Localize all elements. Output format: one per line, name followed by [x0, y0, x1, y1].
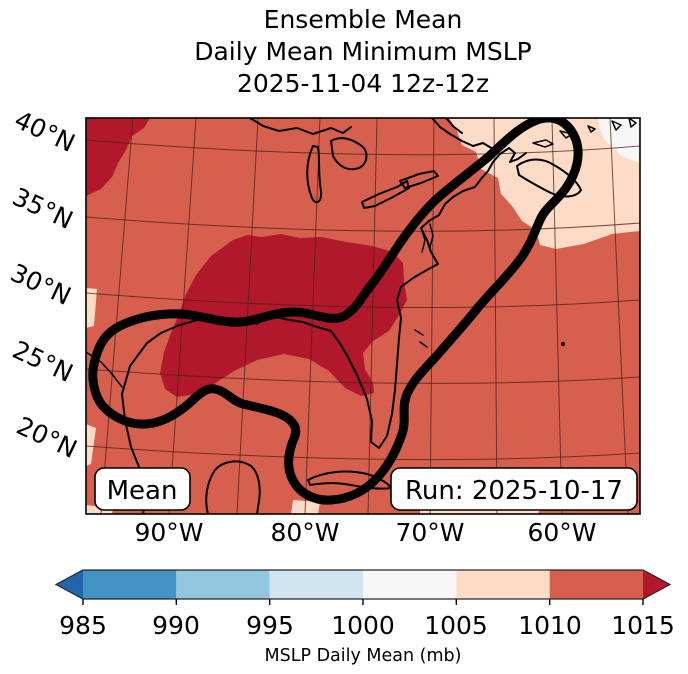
- coastline-st-lawrence: [431, 118, 494, 150]
- colorbar-tick-label-1000: 1000: [331, 611, 395, 640]
- lat-tick-label-25n: 25°N: [8, 335, 77, 388]
- lon-tick-label-60w: 60°W: [527, 518, 596, 547]
- field-1005-1010-west-strip-1: [86, 288, 97, 328]
- map-frame: [85, 117, 641, 515]
- lat-tick-label-40n: 40°N: [10, 105, 79, 158]
- map-plot: Mean Run: 2025-10-17: [86, 118, 640, 514]
- coastline-lake-huron: [330, 137, 368, 171]
- coastline-lake-erie: [361, 180, 410, 209]
- coastline-newfoundland-bits: [587, 118, 637, 133]
- coastline-lake-ontario: [399, 170, 439, 189]
- colorbar-under-arrow: [56, 570, 83, 599]
- colorbar-segment-990-995: [176, 570, 270, 599]
- mean-label-box: [94, 467, 191, 511]
- lat-tick-label-30n: 30°N: [6, 258, 75, 311]
- colorbar-label: MSLP Daily Mean (mb): [265, 646, 462, 666]
- figure-title-line3: 2025-11-04 12z-12z: [237, 69, 489, 98]
- bermuda-island: [561, 342, 565, 346]
- coastline-lake-michigan: [306, 145, 323, 204]
- colorbar-ticks: [82, 599, 644, 605]
- colorbar-tick-label-990: 990: [152, 611, 200, 640]
- run-label-box: [390, 467, 638, 511]
- mean-label: Mean: [107, 476, 178, 506]
- coastline-gulf-st-lawrence-islands: [532, 130, 573, 148]
- colorbar-segment-1010-1015: [549, 570, 643, 599]
- figure-title-line2: Daily Mean Minimum MSLP: [194, 37, 532, 66]
- field-1000-1005-corner: [598, 118, 640, 163]
- lat-tick-label-35n: 35°N: [8, 182, 77, 235]
- colorbar-segment-1005-1010: [456, 570, 550, 599]
- colorbar-tick-label-995: 995: [246, 611, 294, 640]
- coastline-bahamas: [414, 329, 428, 348]
- colorbar: 985 990 995 1000 1005 1010 1015 MSLP Dai…: [54, 569, 675, 666]
- colorbar-tick-label-1005: 1005: [424, 611, 488, 640]
- figure-title-line1: Ensemble Mean: [264, 5, 463, 34]
- coastline-chesapeake-inlets: [420, 223, 434, 253]
- coastline-lake-superior: [249, 118, 352, 135]
- coastline-gulf-atlantic: [121, 147, 527, 514]
- colorbar-segment-1000-1005: [363, 570, 457, 599]
- field-1005-1010-west-strip-2: [86, 424, 96, 466]
- field-gt-1015-nw-corner: [86, 118, 150, 196]
- colorbar-segment-985-990: [83, 570, 177, 599]
- lon-tick-label-70w: 70°W: [395, 518, 464, 547]
- colorbar-tick-label-985: 985: [59, 611, 107, 640]
- colorbar-tick-label-1015: 1015: [611, 611, 675, 640]
- coastline-nova-scotia: [516, 158, 582, 198]
- colorbar-over-arrow: [643, 570, 670, 599]
- coastline-yucatan: [205, 460, 261, 514]
- lat-tick-label-20n: 20°N: [12, 411, 81, 464]
- colorbar-tick-label-1010: 1010: [518, 611, 582, 640]
- lon-tick-label-80w: 80°W: [270, 518, 339, 547]
- colorbar-segment-995-1000: [269, 570, 363, 599]
- lon-tick-label-90w: 90°W: [134, 518, 203, 547]
- run-label: Run: 2025-10-17: [405, 476, 623, 506]
- pressure-contour-outline: [88, 118, 583, 505]
